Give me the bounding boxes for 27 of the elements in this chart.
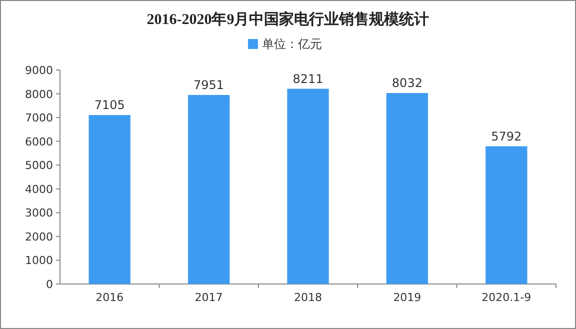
data-label: 8032 [392, 76, 422, 90]
y-tick-label: 9000 [25, 64, 53, 77]
bar [287, 88, 329, 284]
y-tick-label: 3000 [25, 206, 53, 220]
x-tick-label: 2017 [194, 291, 223, 304]
y-tick-label: 8000 [25, 88, 53, 101]
bar [486, 146, 528, 284]
chart-title: 2016-2020年9月中国家电行业销售规模统计 [146, 10, 430, 28]
y-tick-label: 1000 [25, 254, 53, 268]
legend-label: 单位：亿元 [262, 37, 322, 51]
bar [88, 115, 130, 284]
data-label: 8211 [292, 72, 324, 86]
data-label: 7105 [94, 98, 125, 112]
data-label: 7951 [194, 78, 224, 92]
x-tick-label: 2019 [393, 291, 422, 304]
x-tick-label: 2016 [96, 291, 124, 304]
x-tick-label: 2018 [294, 291, 322, 304]
data-label: 5792 [491, 129, 522, 144]
bar [188, 94, 230, 284]
y-tick-label: 7000 [25, 112, 53, 125]
y-tick-label: 5000 [25, 159, 53, 172]
y-tick-label: 2000 [25, 230, 53, 244]
y-tick-label: 0 [46, 278, 53, 291]
y-tick-label: 6000 [25, 135, 53, 148]
y-tick-label: 4000 [25, 182, 53, 196]
x-tick-label: 2020.1-9 [482, 291, 532, 304]
bar [386, 93, 428, 284]
